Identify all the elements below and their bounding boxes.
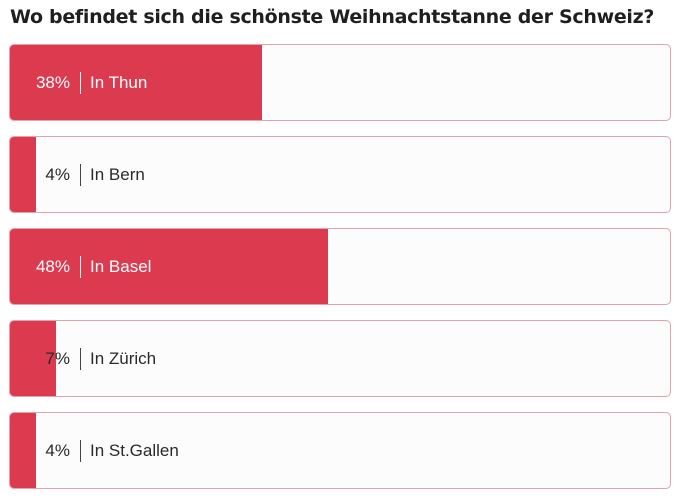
option-name: In St.Gallen xyxy=(90,440,179,460)
separator xyxy=(80,163,81,186)
option-name: In Thun xyxy=(90,72,148,92)
option-percent: 38% xyxy=(35,72,70,92)
option-percent: 4% xyxy=(45,440,70,460)
option-label: 4% In St.Gallen xyxy=(10,413,179,488)
option-percent: 7% xyxy=(45,348,70,368)
result-bar xyxy=(10,321,57,396)
poll-option-zuerich[interactable]: 7% In Zürich xyxy=(9,320,671,397)
poll-question: Wo befindet sich die schönste Weihnachts… xyxy=(10,6,655,28)
option-percent: 48% xyxy=(35,256,70,276)
result-bar xyxy=(10,229,328,304)
result-bar xyxy=(10,413,37,488)
result-bar xyxy=(10,45,262,120)
poll-option-thun[interactable]: 38% In Thun xyxy=(9,44,671,121)
separator xyxy=(80,347,81,370)
option-percent: 4% xyxy=(45,164,70,184)
separator xyxy=(80,71,81,94)
result-bar xyxy=(10,137,37,212)
option-label: 7% In Zürich xyxy=(10,321,156,396)
option-label: 48% In Basel xyxy=(10,229,151,304)
poll-option-basel[interactable]: 48% In Basel xyxy=(9,228,671,305)
option-name: In Bern xyxy=(90,164,145,184)
poll-option-stgallen[interactable]: 4% In St.Gallen xyxy=(9,412,671,489)
option-name: In Zürich xyxy=(90,348,157,368)
option-name: In Basel xyxy=(90,256,152,276)
separator xyxy=(80,439,81,462)
option-label: 4% In Bern xyxy=(10,137,145,212)
separator xyxy=(80,255,81,278)
poll-option-bern[interactable]: 4% In Bern xyxy=(9,136,671,213)
option-label: 38% In Thun xyxy=(10,45,147,120)
